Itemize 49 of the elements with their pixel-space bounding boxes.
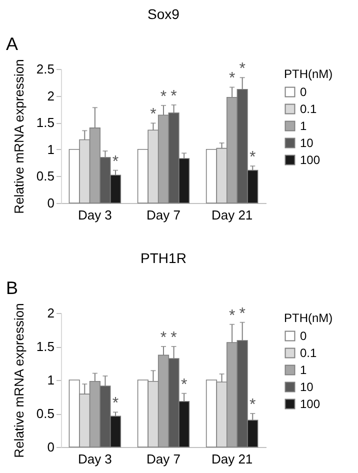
- x-tick-label: Day 7: [146, 208, 180, 222]
- y-tick-label: 0: [47, 196, 54, 210]
- legend-label: 10: [300, 136, 314, 150]
- annotation: *: [170, 330, 177, 346]
- annotation: *: [250, 149, 256, 166]
- text: B: [6, 278, 18, 298]
- y-axis-title: Relative mRNA expression: [11, 59, 26, 214]
- legend-label: 1: [300, 119, 307, 133]
- y-tick-label: 1: [47, 142, 54, 157]
- text: A: [6, 34, 18, 54]
- annotation: *: [239, 60, 246, 78]
- annotation: *: [112, 153, 119, 170]
- legend-title: PTH(nM): [284, 311, 333, 325]
- annotation: *: [228, 307, 236, 324]
- annotation: *: [250, 396, 256, 414]
- y-tick-label: 0: [47, 440, 54, 454]
- legend-label: 10: [300, 380, 314, 394]
- legend-label: 0.1: [300, 102, 318, 116]
- legend-label: 0.1: [300, 346, 318, 360]
- x-tick-label: Day 3: [78, 208, 112, 222]
- annotation: *: [170, 88, 177, 105]
- legend-label: 0: [300, 85, 307, 99]
- x-tick-label: Day 21: [211, 452, 253, 466]
- y-tick-label: 1.5: [36, 339, 54, 354]
- chart-title: PTH1R: [140, 250, 186, 266]
- annotation: *: [239, 305, 246, 322]
- y-axis-title: Relative mRNA expression: [11, 303, 26, 458]
- y-tick-label: 1: [47, 372, 54, 388]
- annotation: *: [160, 330, 167, 346]
- y-tick-label: 2.5: [36, 62, 54, 76]
- legend-label: 0: [300, 329, 307, 343]
- legend-label: 1: [300, 363, 307, 377]
- y-tick-label: 2: [47, 306, 54, 320]
- y-tick-label: 0.5: [36, 168, 54, 184]
- legend-label: 100: [300, 153, 320, 167]
- chart-title: Sox9: [148, 6, 180, 22]
- x-tick-label: Day 21: [211, 208, 253, 222]
- y-tick-label: 1.5: [36, 115, 54, 130]
- annotation: *: [160, 88, 167, 106]
- y-tick-label: 0.5: [36, 406, 54, 421]
- legend-label: 100: [300, 397, 320, 411]
- annotation: *: [112, 395, 119, 412]
- legend-title: PTH(nM): [284, 67, 333, 81]
- annotation: *: [228, 70, 236, 88]
- x-tick-label: Day 7: [146, 452, 180, 466]
- y-tick-label: 2: [47, 88, 54, 104]
- x-tick-label: Day 3: [78, 452, 112, 466]
- annotation: *: [180, 376, 188, 394]
- annotation: *: [150, 106, 156, 124]
